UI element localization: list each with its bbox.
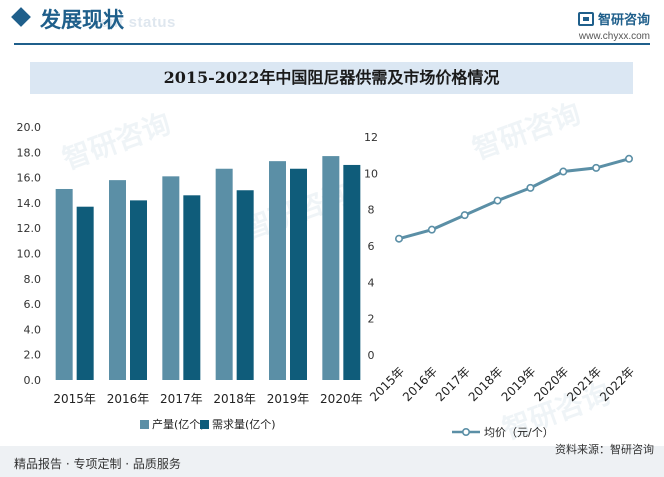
x-tick-label: 2015年 bbox=[367, 364, 407, 404]
x-tick-label: 2022年 bbox=[597, 364, 637, 404]
y-tick-label: 8.0 bbox=[24, 273, 42, 286]
legend-label: 均价（元/个） bbox=[484, 426, 554, 439]
header-divider bbox=[14, 43, 650, 45]
legend-swatch bbox=[200, 420, 209, 429]
chart-title-band: 2015-2022年中国阻尼器供需及市场价格情况 bbox=[30, 62, 633, 94]
y-tick-label: 0 bbox=[368, 349, 375, 362]
x-tick-label: 2016年 bbox=[400, 364, 440, 404]
bar-production bbox=[109, 180, 126, 380]
price-point bbox=[460, 211, 469, 220]
bar-production bbox=[215, 168, 233, 380]
y-tick-label: 0.0 bbox=[24, 374, 42, 387]
bar-demand bbox=[130, 200, 147, 380]
footer-bar: 精品报告 · 专项定制 · 品质服务 bbox=[0, 446, 664, 477]
bar-demand bbox=[236, 190, 254, 380]
y-tick-label: 6 bbox=[368, 240, 375, 253]
section-title: 发展现状 bbox=[40, 8, 124, 32]
y-tick-label: 2 bbox=[368, 313, 375, 326]
x-tick-label: 2021年 bbox=[564, 364, 604, 404]
bar-production bbox=[162, 176, 180, 380]
legend-marker bbox=[461, 427, 470, 436]
y-tick-label: 12.0 bbox=[17, 222, 42, 235]
bar-demand bbox=[290, 168, 307, 380]
x-tick-label: 2017年 bbox=[160, 392, 203, 406]
x-tick-label: 2020年 bbox=[531, 364, 571, 404]
bar-demand bbox=[76, 206, 94, 380]
y-tick-label: 10.0 bbox=[17, 248, 42, 261]
bar-production bbox=[322, 156, 340, 380]
section-subtitle: ent status bbox=[100, 14, 176, 31]
y-tick-label: 4.0 bbox=[24, 323, 42, 336]
bar-production bbox=[269, 161, 286, 380]
price-point bbox=[394, 234, 403, 243]
legend-label: 产量(亿个) bbox=[152, 417, 205, 431]
logo-icon bbox=[577, 11, 594, 26]
section-header: ent status 发展现状 智研咨询 www.chyxx.com bbox=[0, 0, 664, 45]
price-point bbox=[427, 225, 436, 234]
x-tick-label: 2018年 bbox=[213, 392, 256, 406]
brand-logo: 智研咨询 bbox=[577, 9, 650, 28]
site-url: www.chyxx.com bbox=[578, 31, 650, 42]
price-point bbox=[624, 154, 633, 163]
bar-demand bbox=[343, 164, 361, 380]
x-tick-label: 2017年 bbox=[433, 364, 473, 404]
x-tick-label: 2019年 bbox=[267, 392, 310, 406]
y-tick-label: 8 bbox=[368, 204, 375, 217]
price-line bbox=[398, 157, 630, 241]
price-point bbox=[592, 163, 601, 172]
price-point bbox=[493, 196, 502, 205]
x-tick-label: 2020年 bbox=[320, 392, 363, 406]
y-tick-label: 20.0 bbox=[17, 121, 42, 134]
source-note: 资料来源：智研咨询 bbox=[555, 443, 654, 456]
x-tick-label: 2018年 bbox=[466, 364, 506, 404]
legend-label: 需求量(亿个) bbox=[212, 418, 276, 431]
legend-swatch bbox=[140, 420, 149, 429]
y-tick-label: 12 bbox=[364, 131, 378, 144]
y-tick-label: 18.0 bbox=[17, 146, 42, 159]
x-tick-label: 2019年 bbox=[499, 364, 539, 404]
y-tick-label: 4 bbox=[368, 276, 375, 289]
y-tick-label: 16.0 bbox=[17, 172, 42, 185]
bar-demand bbox=[183, 195, 201, 380]
y-tick-label: 2.0 bbox=[24, 349, 42, 362]
bar-production bbox=[55, 188, 73, 380]
logo-text: 智研咨询 bbox=[597, 13, 650, 28]
x-tick-label: 2016年 bbox=[107, 392, 150, 406]
y-tick-label: 6.0 bbox=[24, 298, 42, 311]
x-tick-label: 2015年 bbox=[53, 392, 96, 406]
price-point bbox=[559, 167, 568, 176]
chart-title: 2015-2022年中国阻尼器供需及市场价格情况 bbox=[163, 68, 500, 87]
footer-slogan: 精品报告 · 专项定制 · 品质服务 bbox=[14, 457, 181, 471]
y-tick-label: 14.0 bbox=[17, 197, 42, 210]
price-point bbox=[526, 183, 535, 192]
y-tick-label: 10 bbox=[364, 167, 378, 180]
